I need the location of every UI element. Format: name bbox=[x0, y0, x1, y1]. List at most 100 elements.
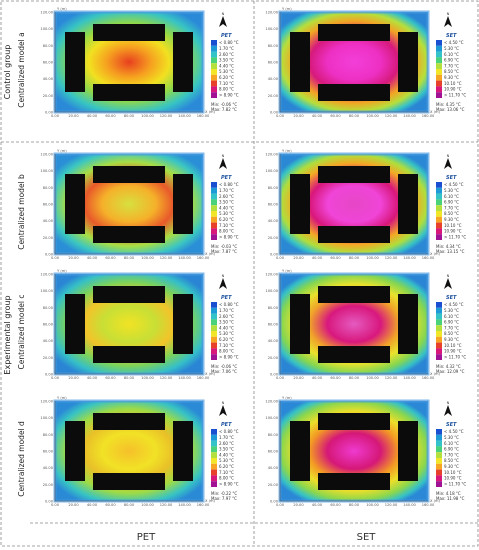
y-tick-label: 40.00 bbox=[43, 219, 54, 223]
legend-item-label: 6.90 °C bbox=[444, 320, 459, 325]
y-tick-label: 80.00 bbox=[268, 186, 279, 190]
x-tick-label: 20.00 bbox=[293, 114, 304, 118]
legend-item-label: 6.20 °C bbox=[219, 217, 234, 222]
x-tick-label: 60.00 bbox=[105, 503, 116, 507]
y-unit-label: Y (m) bbox=[282, 396, 292, 400]
building-block bbox=[173, 174, 193, 234]
legend-item-label: > 8.90 °C bbox=[219, 92, 239, 97]
legend-item-label: 10.90 °C bbox=[444, 229, 462, 234]
legend-item-label: > 8.90 °C bbox=[219, 234, 239, 239]
x-tick-label: 140.00 bbox=[403, 503, 416, 507]
building-block bbox=[318, 413, 390, 430]
north-label: N bbox=[222, 274, 225, 278]
legend-item-label: 5.30 °C bbox=[444, 188, 459, 193]
legend-swatch bbox=[211, 187, 217, 194]
legend-swatch bbox=[436, 234, 442, 240]
x-tick-label: 160.00 bbox=[422, 503, 435, 507]
legend-swatch bbox=[211, 40, 217, 46]
building-block bbox=[173, 421, 193, 481]
y-tick-label: 100.00 bbox=[265, 169, 278, 173]
max-value: Max: 7.97 °C bbox=[211, 496, 237, 501]
legend-item-label: 7.10 °C bbox=[219, 343, 234, 348]
y-tick-label: 20.00 bbox=[43, 94, 54, 98]
legend-swatch bbox=[436, 92, 442, 98]
pet-panel: 120.00 100.00 80.00 60.00 40.00 20.00 0.000.00… bbox=[40, 396, 238, 507]
y-tick-label: 0.00 bbox=[270, 500, 279, 504]
x-tick-label: 60.00 bbox=[330, 503, 341, 507]
building-block bbox=[65, 421, 85, 481]
legend-swatch bbox=[211, 92, 217, 98]
x-tick-label: 140.00 bbox=[178, 503, 191, 507]
legend-title: SET bbox=[446, 422, 457, 428]
legend-item-label: 10.90 °C bbox=[444, 87, 462, 92]
y-tick-label: 20.00 bbox=[43, 483, 54, 487]
y-unit-label: Y (m) bbox=[57, 396, 67, 400]
building-block bbox=[65, 294, 85, 354]
y-tick-label: 120.00 bbox=[265, 11, 278, 15]
north-arrow-icon bbox=[444, 278, 452, 289]
legend-item-label: 2.60 °C bbox=[219, 441, 234, 446]
legend-swatch bbox=[211, 429, 217, 435]
max-value: Max: 7.82 °C bbox=[211, 107, 237, 112]
legend-item-label: 8.50 °C bbox=[444, 211, 459, 216]
y-tick-label: 40.00 bbox=[268, 219, 279, 223]
y-tick-label: 100.00 bbox=[40, 416, 53, 420]
x-tick-label: 40.00 bbox=[87, 114, 98, 118]
legend-item-label: < 0.80 °C bbox=[219, 429, 239, 434]
legend-swatch bbox=[211, 228, 217, 235]
legend-item-label: 1.70 °C bbox=[219, 435, 234, 440]
legend-item-label: 3.50 °C bbox=[219, 447, 234, 452]
panels-container: Centralized model a 120.00 100.00 80.00 60.0… bbox=[17, 7, 466, 507]
legend-swatch bbox=[436, 446, 442, 453]
min-value: Min: -0.06 °C bbox=[211, 102, 237, 107]
x-unit-label: X (m) bbox=[430, 110, 441, 114]
row-label: Centralized model d bbox=[17, 421, 26, 497]
legend-swatch bbox=[211, 234, 217, 240]
x-tick-label: 120.00 bbox=[385, 503, 398, 507]
legend-swatch bbox=[436, 187, 442, 194]
max-value: Max: 13.06 °C bbox=[436, 107, 465, 112]
north-arrow-icon bbox=[444, 158, 452, 169]
legend-swatch bbox=[436, 302, 442, 308]
x-tick-label: 0.00 bbox=[276, 503, 285, 507]
pet-column-label: PET bbox=[137, 532, 156, 543]
y-tick-label: 100.00 bbox=[265, 27, 278, 31]
row-label: Centralized model a bbox=[17, 32, 26, 107]
legend-item-label: 7.10 °C bbox=[219, 223, 234, 228]
legend-item-label: 3.50 °C bbox=[219, 320, 234, 325]
y-tick-label: 120.00 bbox=[40, 273, 53, 277]
y-tick-label: 80.00 bbox=[43, 433, 54, 437]
min-value: Min: 4.34 °C bbox=[436, 244, 461, 249]
x-tick-label: 0.00 bbox=[276, 376, 285, 380]
legend-swatch bbox=[211, 469, 217, 476]
legend-item-label: 6.90 °C bbox=[444, 58, 459, 63]
legend-swatch bbox=[436, 354, 442, 360]
legend-swatch bbox=[211, 336, 217, 343]
legend-item-label: < 4.50 °C bbox=[444, 302, 464, 307]
y-tick-label: 80.00 bbox=[43, 186, 54, 190]
legend-swatch bbox=[211, 440, 217, 447]
y-tick-label: 120.00 bbox=[40, 11, 53, 15]
building-block bbox=[65, 174, 85, 234]
legend-item-label: 9.30 °C bbox=[444, 217, 459, 222]
north-label: N bbox=[222, 12, 225, 16]
legend-swatch bbox=[436, 469, 442, 476]
legend-swatch bbox=[436, 481, 442, 487]
x-tick-label: 80.00 bbox=[124, 376, 135, 380]
x-tick-label: 120.00 bbox=[385, 376, 398, 380]
legend-swatch bbox=[436, 211, 442, 217]
legend-swatch bbox=[211, 319, 217, 326]
north-arrow-icon bbox=[444, 16, 452, 27]
legend-item-label: 10.10 °C bbox=[444, 343, 462, 348]
x-tick-label: 120.00 bbox=[385, 114, 398, 118]
y-tick-label: 20.00 bbox=[43, 236, 54, 240]
y-tick-label: 40.00 bbox=[268, 466, 279, 470]
legend-swatch bbox=[436, 51, 442, 58]
legend-item-label: < 0.80 °C bbox=[219, 182, 239, 187]
min-value: Min: 4.35 °C bbox=[436, 102, 461, 107]
y-unit-label: Y (m) bbox=[282, 7, 292, 11]
legend-swatch bbox=[436, 205, 442, 211]
x-tick-label: 40.00 bbox=[87, 376, 98, 380]
building-block bbox=[93, 24, 165, 41]
legend-swatch bbox=[211, 45, 217, 52]
